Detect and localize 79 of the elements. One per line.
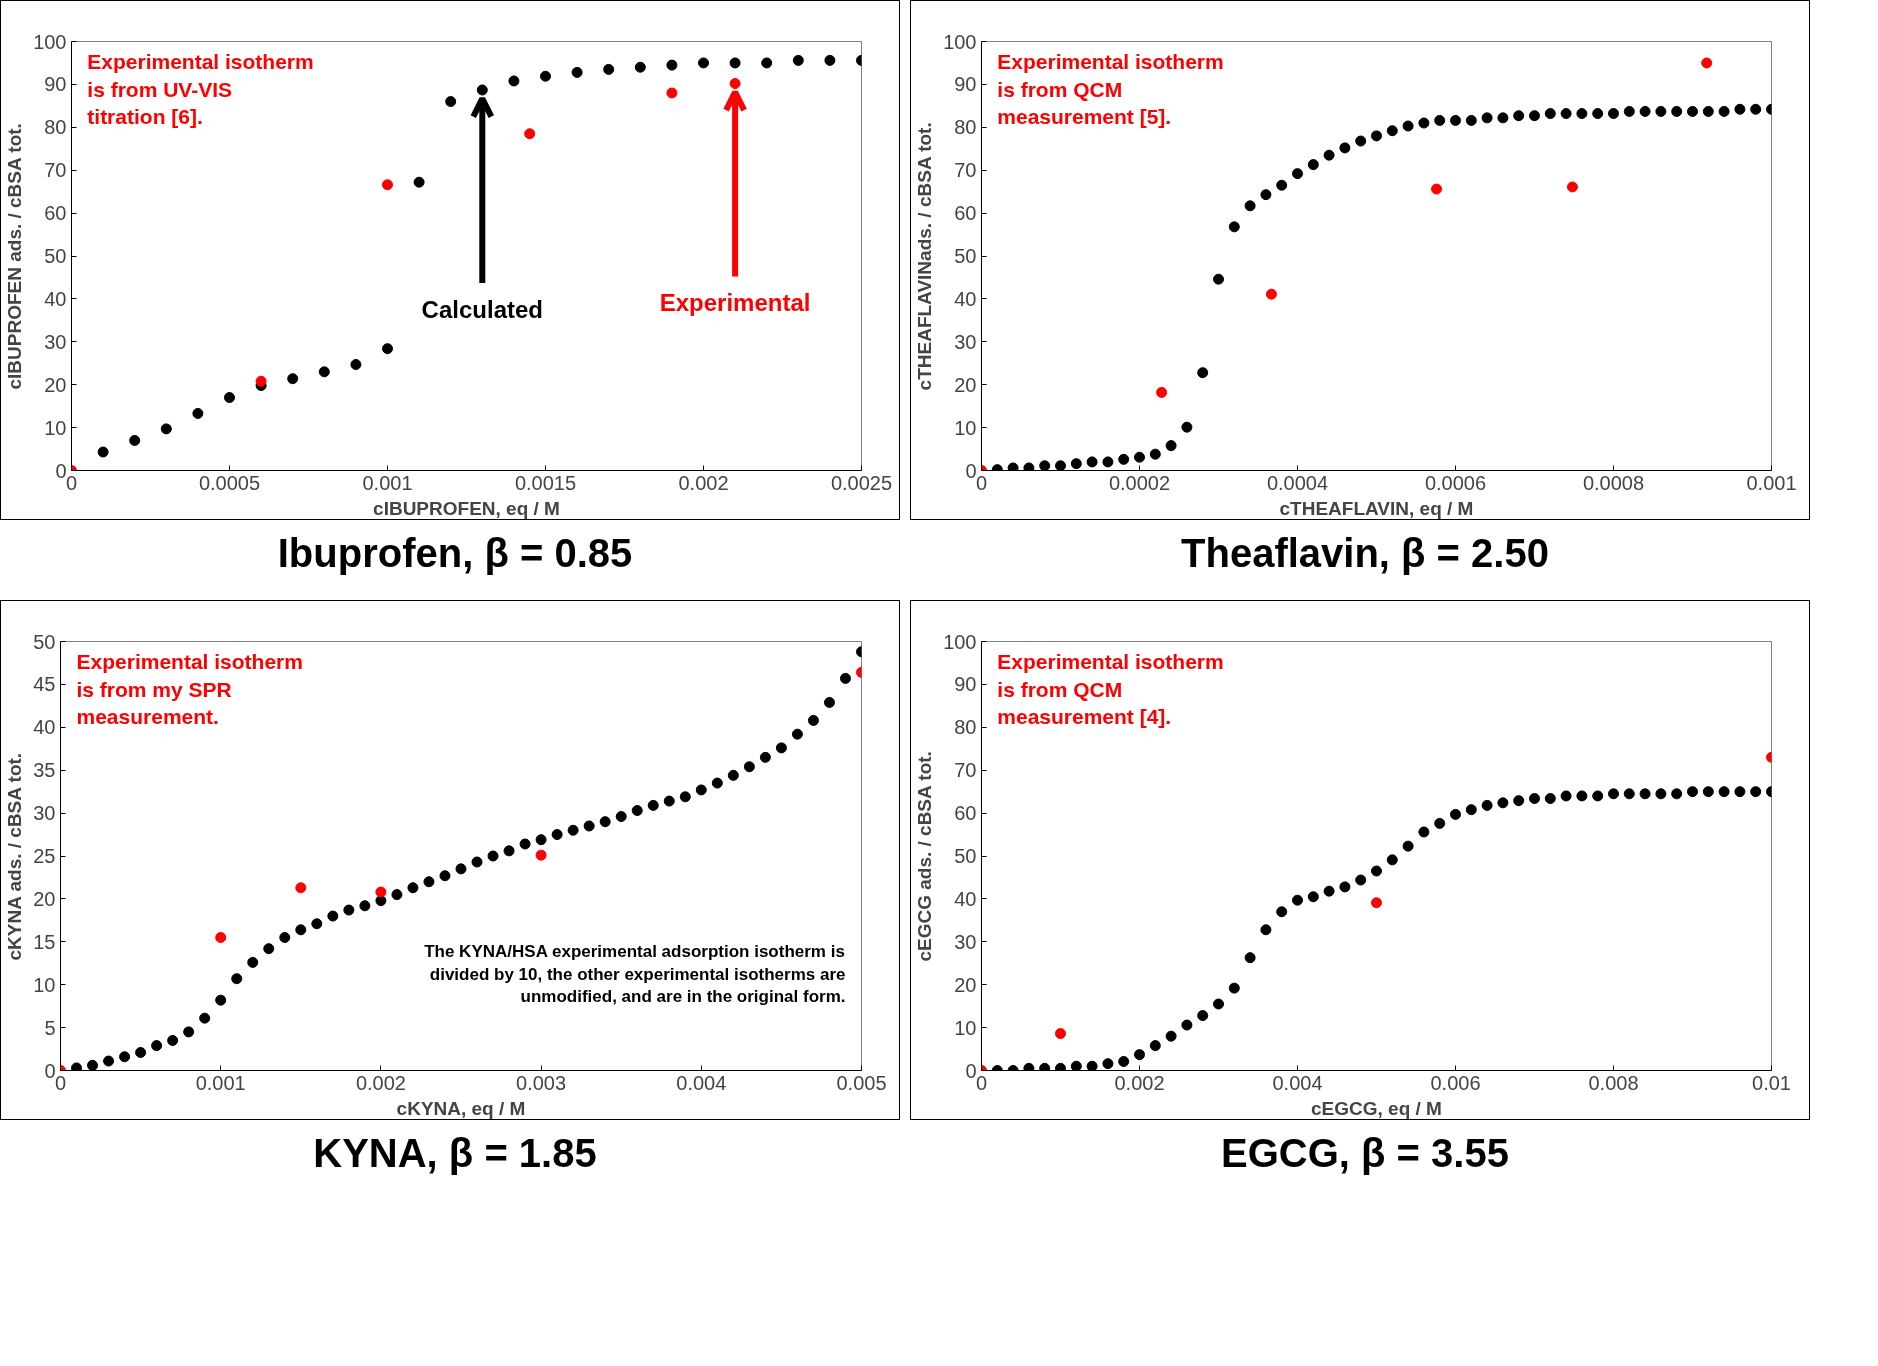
y-tick-label: 15: [33, 930, 56, 953]
y-tick-label: 90: [44, 73, 67, 96]
annotation: The KYNA/HSA experimental adsorption isotherm is divided by 10, the other experimental isotherms are unmodified, and are in the original form.: [424, 941, 846, 1007]
x-tick-label: 0.01: [1752, 1071, 1791, 1094]
x-tick-label: 0.001: [1746, 471, 1797, 494]
y-tick-label: 50: [44, 245, 67, 267]
x-tick-label: 0.008: [1588, 1071, 1639, 1094]
y-tick-label: 10: [33, 973, 56, 996]
y-tick-label: 20: [954, 973, 977, 996]
x-tick-label: 0.001: [362, 471, 413, 494]
y-tick-label: 60: [954, 802, 977, 825]
y-tick-label: 100: [943, 30, 977, 53]
y-tick-label: 40: [954, 887, 977, 910]
x-tick-label: 0.002: [1114, 1071, 1165, 1094]
annotation: Experimental isotherm is from QCM measurement [5].: [997, 50, 1224, 129]
text: Theaflavin, β = 2.50: [1181, 530, 1549, 577]
y-tick-label: 50: [954, 845, 977, 867]
y-tick-label: 40: [33, 716, 56, 739]
x-tick-label: 0.0006: [1424, 471, 1487, 494]
y-tick-label: 20: [954, 373, 977, 396]
x-axis-title: cEGCG, eq / M: [1311, 1097, 1442, 1119]
y-tick-label: 60: [954, 202, 977, 225]
x-tick-label: 0.0002: [1108, 471, 1171, 494]
y-tick-label: 50: [954, 245, 977, 267]
y-tick-label: 30: [44, 330, 67, 353]
y-axis-title: cTHEAFLAVINads. / cBSA tot.: [914, 122, 936, 391]
y-tick-label: 40: [954, 287, 977, 310]
y-tick-label: 25: [33, 845, 56, 867]
y-tick-label: 80: [44, 116, 67, 139]
y-tick-label: 90: [954, 73, 977, 96]
annotation: Calculated: [421, 295, 543, 323]
y-tick-label: 60: [44, 202, 67, 225]
x-tick-label: 0.006: [1430, 1071, 1481, 1094]
y-tick-label: 10: [954, 1016, 977, 1039]
y-axis-title: cIBUPROFEN ads. / cBSA tot.: [4, 123, 26, 390]
y-tick-label: 30: [33, 802, 56, 825]
y-tick-label: 80: [954, 116, 977, 139]
x-tick-label: 0.005: [836, 1071, 887, 1094]
y-tick-label: 5: [44, 1016, 56, 1039]
x-tick-label: 0.0004: [1266, 471, 1329, 494]
y-tick-label: 45: [33, 673, 56, 696]
x-tick-label: 0.004: [676, 1071, 727, 1094]
y-axis-title: cKYNA ads. / cBSA tot.: [4, 752, 26, 961]
x-tick-label: 0.004: [1272, 1071, 1323, 1094]
y-tick-label: 70: [954, 159, 977, 182]
y-tick-label: 20: [44, 373, 67, 396]
annotation: Experimental isotherm is from QCM measurement [4].: [997, 650, 1224, 729]
text: EGCG, β = 3.55: [1221, 1130, 1509, 1177]
x-tick-label: 0.001: [195, 1071, 246, 1094]
y-tick-label: 90: [954, 673, 977, 696]
x-tick-label: 0.002: [355, 1071, 406, 1094]
x-tick-label: 0.0015: [514, 471, 577, 494]
y-tick-label: 100: [33, 30, 67, 53]
y-axis-title: cEGCG ads. / cBSA tot.: [914, 751, 936, 962]
y-tick-label: 80: [954, 716, 977, 739]
annotation: Experimental isotherm is from UV-VIS titration [6].: [87, 50, 314, 129]
y-tick-label: 70: [44, 159, 67, 182]
x-tick-label: 0.002: [678, 471, 729, 494]
y-tick-label: 30: [954, 930, 977, 953]
y-tick-label: 40: [44, 287, 67, 310]
text: Ibuprofen, β = 0.85: [277, 530, 633, 577]
x-tick-label: 0.0005: [198, 471, 261, 494]
x-axis-title: cTHEAFLAVIN, eq / M: [1279, 497, 1474, 519]
y-tick-label: 50: [33, 630, 56, 653]
x-tick-label: 0.0025: [830, 471, 893, 494]
y-tick-label: 10: [44, 416, 67, 439]
x-tick-label: 0.003: [516, 1071, 567, 1094]
annotation: Experimental: [659, 289, 811, 317]
y-tick-label: 35: [33, 759, 56, 782]
y-tick-label: 20: [33, 887, 56, 910]
y-tick-label: 70: [954, 759, 977, 782]
text: KYNA, β = 1.85: [313, 1130, 597, 1177]
y-tick-label: 10: [954, 416, 977, 439]
x-tick-label: 0.0008: [1582, 471, 1645, 494]
x-axis-title: cIBUPROFEN, eq / M: [373, 497, 560, 519]
annotation: Experimental isotherm is from my SPR measurement.: [76, 650, 303, 729]
y-tick-label: 100: [943, 630, 977, 653]
y-tick-label: 30: [954, 330, 977, 353]
x-axis-title: cKYNA, eq / M: [396, 1097, 526, 1119]
